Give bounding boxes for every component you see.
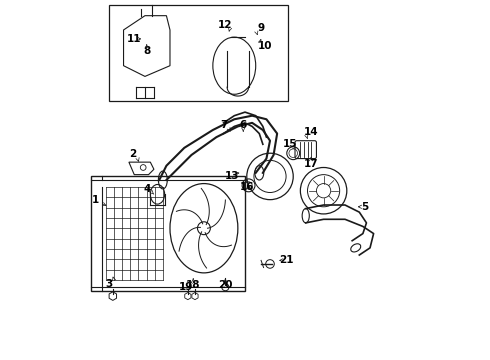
Text: 4: 4 [143, 184, 150, 194]
Text: 5: 5 [361, 202, 368, 212]
Text: 16: 16 [240, 182, 254, 192]
Text: 9: 9 [258, 23, 265, 33]
Text: 17: 17 [304, 159, 318, 169]
Text: 8: 8 [143, 46, 150, 57]
Text: 11: 11 [127, 34, 142, 44]
Text: 13: 13 [225, 171, 240, 181]
Text: 14: 14 [304, 127, 318, 137]
Text: 3: 3 [106, 279, 113, 289]
Text: 15: 15 [282, 139, 297, 149]
Text: 10: 10 [257, 41, 272, 51]
Text: 18: 18 [186, 280, 200, 291]
Text: 1: 1 [91, 195, 98, 204]
Text: 2: 2 [129, 149, 136, 159]
Text: 6: 6 [240, 120, 247, 130]
Text: 12: 12 [218, 19, 233, 30]
Text: 20: 20 [218, 280, 233, 291]
Text: 7: 7 [220, 120, 227, 130]
Text: 21: 21 [279, 255, 294, 265]
Text: 19: 19 [179, 282, 193, 292]
